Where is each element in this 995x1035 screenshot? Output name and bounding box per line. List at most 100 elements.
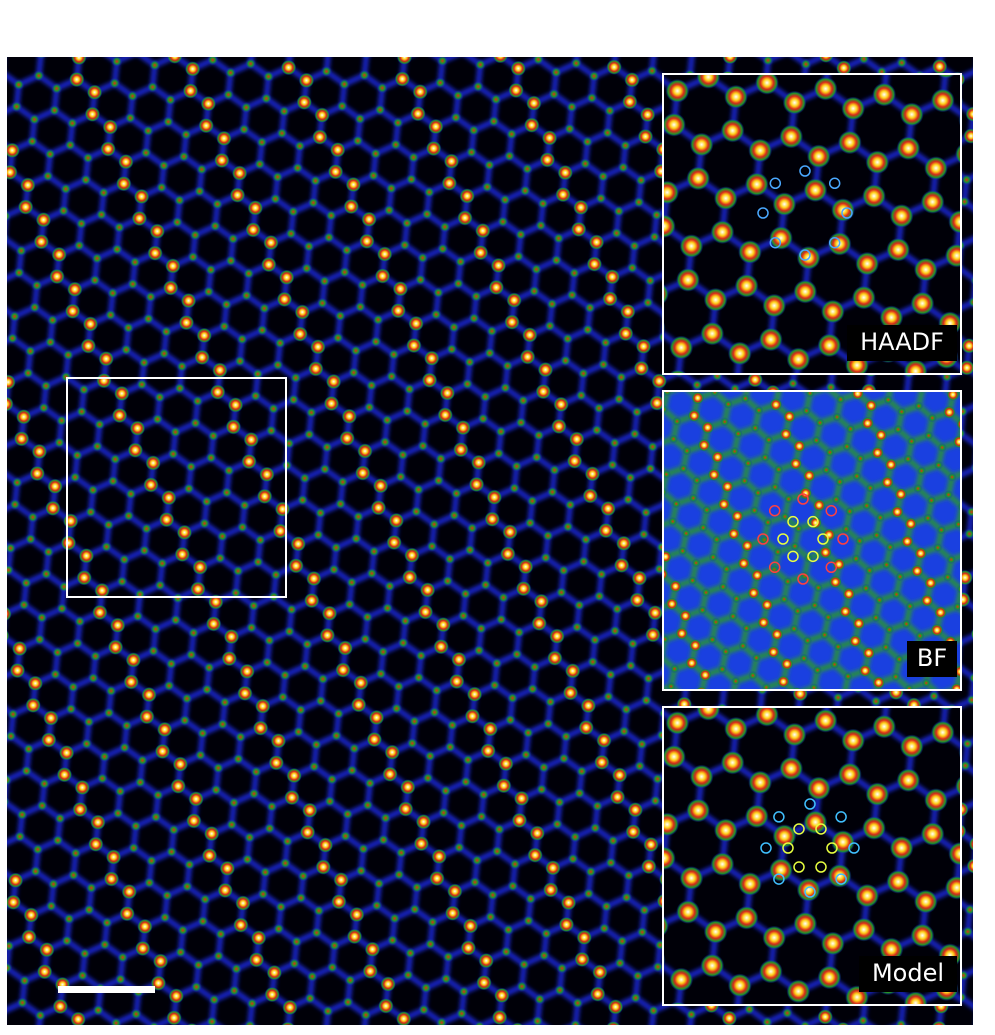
atom: [460, 57, 465, 58]
bond: [970, 698, 973, 704]
atom: [42, 170, 54, 182]
atom: [402, 969, 414, 981]
atom: [150, 623, 162, 635]
atom: [330, 730, 342, 742]
atom: [19, 975, 31, 987]
atom: [67, 681, 79, 693]
bond: [78, 57, 87, 60]
atom: [464, 356, 476, 368]
atom: [575, 389, 587, 401]
atom: [111, 57, 123, 67]
atom: [614, 957, 626, 969]
atom: [382, 766, 398, 782]
atom: [27, 511, 39, 523]
atom: [388, 348, 400, 360]
bond: [924, 32, 942, 45]
atom: [82, 316, 99, 332]
bond: [886, 28, 904, 41]
atom: [527, 683, 539, 695]
atom: [460, 588, 472, 600]
atom: [34, 1009, 46, 1021]
atom: [169, 426, 181, 438]
atom: [566, 101, 578, 113]
bond: [974, 363, 995, 377]
atom: [446, 343, 458, 355]
atom: [105, 309, 117, 321]
atom: [981, 141, 995, 156]
atom: [640, 506, 652, 518]
atom: [573, 199, 589, 216]
bond: [979, 1001, 995, 1010]
atom: [229, 187, 246, 203]
atom: [651, 373, 667, 389]
atom: [264, 822, 276, 834]
atom: [91, 440, 103, 452]
atom: [637, 128, 654, 145]
atom: [518, 959, 530, 971]
atom: [11, 640, 28, 657]
atom: [498, 756, 514, 772]
atom: [455, 420, 471, 436]
atom: [14, 831, 26, 843]
atom: [639, 106, 656, 123]
atom: [554, 796, 566, 808]
atom: [366, 567, 378, 579]
atom: [560, 894, 577, 911]
atom: [339, 430, 355, 446]
atom: [33, 234, 50, 250]
bond: [987, 538, 995, 547]
atom: [358, 1031, 369, 1035]
atom: [51, 82, 63, 94]
atom: [204, 825, 220, 842]
atom: [858, 57, 870, 65]
atom: [630, 992, 642, 1004]
atom: [92, 1004, 104, 1016]
atom: [968, 672, 973, 684]
atom: [218, 320, 230, 332]
atom: [455, 820, 467, 832]
bond: [329, 40, 349, 49]
atom: [335, 498, 347, 510]
atom: [259, 866, 271, 878]
atom: [301, 638, 313, 650]
bond: [575, 1022, 580, 1025]
atom: [302, 802, 318, 819]
atom: [623, 870, 635, 882]
atom: [343, 198, 359, 215]
atom: [250, 766, 262, 778]
atom: [335, 662, 351, 678]
atom: [395, 471, 407, 483]
atom: [607, 999, 624, 1015]
atom: [527, 847, 543, 863]
atom: [197, 727, 209, 739]
atom: [582, 488, 598, 504]
atom: [53, 37, 68, 52]
atom: [611, 227, 623, 239]
atom: [652, 773, 664, 785]
atom: [310, 339, 326, 355]
bond: [561, 28, 579, 41]
atom: [138, 545, 150, 557]
atom: [651, 209, 663, 221]
atom: [972, 67, 973, 74]
atom: [243, 268, 255, 280]
atom: [550, 66, 562, 78]
atom: [468, 476, 485, 493]
bond: [654, 40, 674, 49]
atom: [140, 147, 152, 159]
atom: [550, 254, 562, 266]
atom: [381, 414, 393, 426]
atom: [481, 181, 493, 193]
atom: [437, 243, 449, 255]
atom: [171, 216, 183, 228]
atom: [243, 431, 259, 448]
atom: [266, 801, 278, 813]
atom: [515, 229, 527, 241]
atom: [972, 612, 973, 613]
atom: [384, 580, 396, 592]
atom: [313, 905, 325, 917]
bond: [616, 36, 636, 45]
atom: [303, 592, 320, 609]
atom: [486, 489, 503, 505]
atom: [7, 210, 12, 222]
